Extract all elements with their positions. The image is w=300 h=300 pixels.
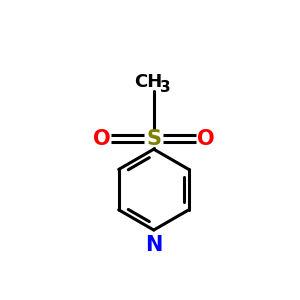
Text: S: S — [146, 129, 161, 149]
Text: 3: 3 — [160, 80, 171, 95]
Text: N: N — [145, 235, 162, 255]
Text: CH: CH — [134, 73, 162, 91]
Text: O: O — [197, 129, 214, 149]
Text: O: O — [93, 129, 111, 149]
